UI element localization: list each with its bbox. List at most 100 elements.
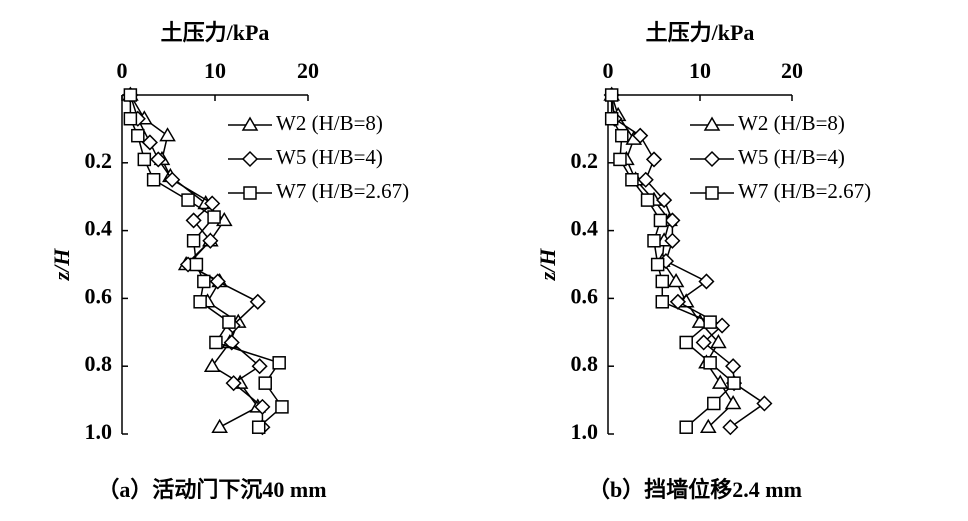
point bbox=[211, 418, 228, 433]
y-tick-label: 0.2 bbox=[571, 148, 599, 173]
point bbox=[724, 395, 742, 410]
caption: （a）活动门下沉40 mm bbox=[97, 477, 326, 502]
x-tick-label: 20 bbox=[297, 58, 319, 83]
x-tick-label: 20 bbox=[781, 58, 803, 83]
point bbox=[667, 272, 685, 288]
x-tick-label: 10 bbox=[689, 58, 711, 83]
legend-label: W7 (H/B=2.67) bbox=[276, 179, 409, 203]
point bbox=[275, 400, 289, 414]
point bbox=[146, 173, 161, 187]
point bbox=[647, 234, 661, 248]
point bbox=[703, 356, 717, 370]
legend-label: W2 (H/B=8) bbox=[738, 111, 845, 135]
point bbox=[679, 335, 693, 350]
point bbox=[756, 395, 773, 412]
point bbox=[202, 232, 219, 249]
point bbox=[727, 376, 741, 390]
point bbox=[186, 234, 201, 248]
legend-marker bbox=[243, 186, 257, 200]
point bbox=[251, 420, 266, 434]
point bbox=[725, 358, 742, 375]
legend-label: W5 (H/B=4) bbox=[738, 145, 845, 169]
y-axis-label: z/H bbox=[49, 248, 74, 282]
y-tick-label: 0.4 bbox=[571, 216, 599, 241]
x-axis-label: 土压力/kPa bbox=[161, 20, 270, 45]
point bbox=[604, 111, 619, 126]
point bbox=[625, 173, 639, 187]
caption: （b）挡墙位移2.4 mm bbox=[588, 477, 802, 502]
y-tick-label: 1.0 bbox=[85, 419, 113, 444]
y-tick-label: 1.0 bbox=[571, 419, 599, 444]
point bbox=[150, 151, 167, 168]
point bbox=[650, 257, 665, 272]
point bbox=[707, 396, 721, 411]
x-tick-label: 10 bbox=[204, 58, 226, 83]
point bbox=[637, 171, 654, 188]
point bbox=[258, 376, 272, 390]
point bbox=[604, 88, 619, 102]
point bbox=[679, 420, 693, 434]
point bbox=[722, 419, 739, 436]
point bbox=[209, 273, 226, 290]
point bbox=[131, 128, 145, 143]
point bbox=[185, 212, 202, 229]
y-tick-label: 0.8 bbox=[85, 351, 113, 376]
point bbox=[209, 335, 223, 350]
point bbox=[711, 374, 729, 389]
point bbox=[615, 128, 629, 143]
point bbox=[699, 418, 717, 433]
point bbox=[159, 127, 176, 142]
point bbox=[225, 375, 242, 392]
y-tick-label: 0.4 bbox=[85, 216, 113, 241]
point bbox=[703, 315, 717, 329]
legend-marker bbox=[703, 116, 721, 131]
point bbox=[222, 315, 236, 329]
point bbox=[272, 356, 286, 370]
point bbox=[640, 193, 655, 207]
point bbox=[203, 357, 221, 372]
legend-label: W2 (H/B=8) bbox=[276, 111, 383, 135]
legend-marker bbox=[241, 116, 259, 131]
point bbox=[123, 111, 138, 126]
point bbox=[664, 232, 681, 249]
point bbox=[710, 333, 727, 349]
legend-label: W5 (H/B=4) bbox=[276, 145, 383, 169]
legend-label: W7 (H/B=2.67) bbox=[738, 179, 871, 203]
point bbox=[695, 334, 712, 351]
x-tick-label: 0 bbox=[117, 58, 128, 83]
x-axis-label: 土压力/kPa bbox=[646, 20, 755, 45]
x-tick-label: 0 bbox=[603, 58, 614, 83]
legend-marker bbox=[705, 186, 719, 200]
point bbox=[197, 274, 211, 289]
point bbox=[656, 192, 673, 209]
point bbox=[698, 273, 715, 290]
point bbox=[653, 213, 668, 228]
point bbox=[193, 295, 207, 309]
legend-marker bbox=[241, 150, 259, 168]
point bbox=[141, 134, 158, 151]
point bbox=[207, 210, 221, 224]
point bbox=[632, 127, 649, 144]
point bbox=[664, 212, 681, 229]
point bbox=[714, 317, 731, 334]
point bbox=[254, 398, 271, 415]
point bbox=[613, 152, 627, 167]
point bbox=[655, 295, 670, 309]
point bbox=[645, 151, 663, 168]
y-tick-label: 0.8 bbox=[571, 351, 599, 376]
y-tick-label: 0.2 bbox=[85, 148, 113, 173]
point bbox=[123, 88, 138, 102]
y-axis-label: z/H bbox=[535, 248, 560, 282]
point bbox=[655, 274, 670, 289]
point bbox=[164, 171, 181, 188]
y-tick-label: 0.6 bbox=[571, 283, 599, 308]
y-tick-label: 0.6 bbox=[85, 283, 113, 308]
point bbox=[251, 358, 268, 375]
point bbox=[137, 152, 152, 167]
point bbox=[189, 257, 204, 272]
point bbox=[181, 193, 195, 207]
legend-marker bbox=[703, 150, 721, 168]
point bbox=[249, 293, 266, 310]
